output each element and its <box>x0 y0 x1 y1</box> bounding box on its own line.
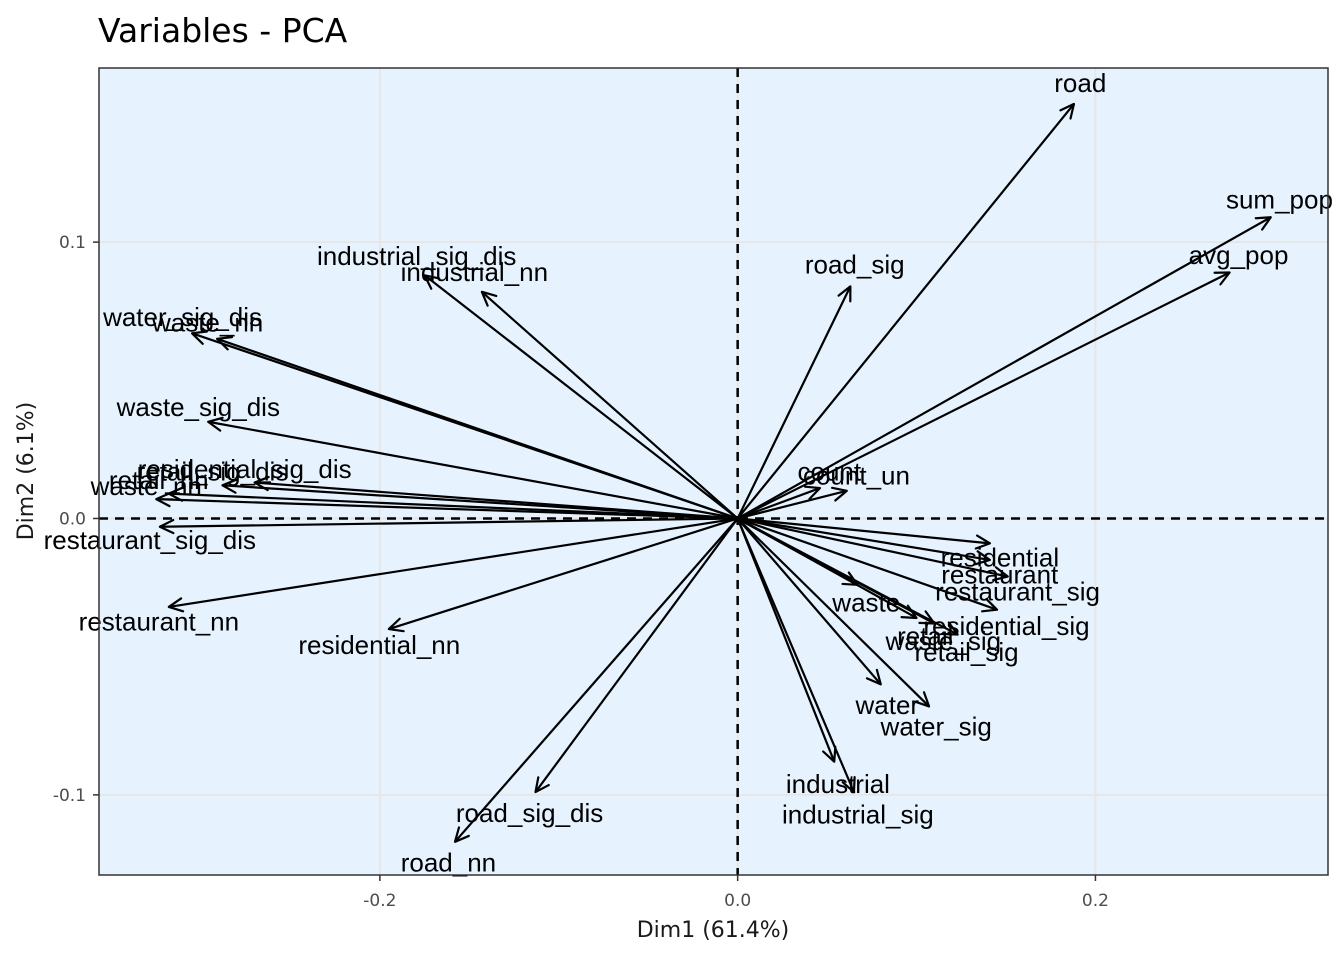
arrow-restaurant <box>737 517 991 566</box>
y-axis-ticks: -0.1 0.0 0.1 <box>53 233 99 806</box>
label-industrial-sig: industrial_sig <box>782 799 934 829</box>
label-restaurant: restaurant <box>941 560 1059 590</box>
label-restaurant-sig-dis: restaurant_sig_dis <box>44 525 256 555</box>
arrow-road <box>736 102 1076 520</box>
variable-labels: roadsum_popavg_poproad_sigcountcount_unr… <box>44 68 1333 877</box>
label-retail-nn: retail_nn <box>109 465 209 495</box>
arrow-retail-sig <box>737 517 959 636</box>
label-road-sig: road_sig <box>805 249 905 279</box>
label-restaurant-sig: restaurant_sig <box>935 577 1100 607</box>
x-tick-label: 0.0 <box>724 891 751 911</box>
label-industrial-sig-dis: industrial_sig_dis <box>317 241 516 271</box>
label-waste-sig-dis: waste_sig_dis <box>116 392 280 422</box>
arrow-waste-sig-dis <box>207 416 738 520</box>
arrow-water-sig <box>736 517 931 708</box>
x-axis-title: Dim1 (61.4%) <box>637 918 790 943</box>
x-axis-ticks: -0.2 0.0 0.2 <box>363 875 1109 911</box>
label-sum-pop: sum_pop <box>1226 184 1333 214</box>
arrow-water <box>736 517 882 686</box>
arrow-waste-nn <box>215 335 739 520</box>
plot-border <box>98 67 1329 876</box>
x-tick-label: 0.2 <box>1082 891 1109 911</box>
arrow-restaurant-nn <box>167 517 738 613</box>
label-water-sig-dis: water_sig_dis <box>102 302 262 332</box>
label-retail: retail <box>897 621 953 651</box>
arrow-road-sig <box>736 285 852 519</box>
label-road-sig-dis: road_sig_dis <box>456 798 603 828</box>
label-road-nn: road_nn <box>401 847 496 877</box>
arrow-industrial-sig-dis <box>423 274 739 520</box>
label-road: road <box>1054 68 1106 98</box>
label-avg-pop: avg_pop <box>1189 240 1289 270</box>
variable-arrows <box>155 102 1272 843</box>
label-waste-nn: waste_nn <box>90 471 202 501</box>
x-tick-label: -0.2 <box>363 891 396 911</box>
arrow-count <box>737 485 822 520</box>
label-waste-nn: waste_nn <box>151 308 263 338</box>
label-waste-sig: waste_sig <box>884 626 1001 656</box>
arrow-avg-pop <box>737 271 1231 520</box>
label-industrial: industrial <box>786 769 890 799</box>
label-residential-sig-dis: residential_sig_dis <box>138 454 352 484</box>
arrow-waste-nn <box>155 491 738 520</box>
plot-panel <box>99 68 1328 875</box>
label-retail-sig: retail_sig <box>915 637 1019 667</box>
arrow-road-sig-dis <box>534 517 739 794</box>
arrow-residential-sig <box>737 517 999 613</box>
arrow-count-un <box>737 486 848 520</box>
arrow-sum-pop <box>737 216 1272 520</box>
y-tick-label: 0.1 <box>59 233 86 253</box>
label-residential-nn: residential_nn <box>298 630 460 660</box>
arrow-restaurant-sig-dis <box>158 517 738 535</box>
label-count-un: count_un <box>803 460 910 490</box>
arrow-residential-nn <box>387 517 738 633</box>
label-waste: waste <box>831 588 900 618</box>
y-axis-title: Dim2 (6.1%) <box>14 402 39 541</box>
y-tick-label: -0.1 <box>53 786 86 806</box>
arrow-retail-sig-dis <box>221 478 738 520</box>
chart-title: Variables - PCA <box>98 11 348 50</box>
arrow-road-nn <box>453 517 739 843</box>
label-industrial-nn: industrial_nn <box>401 257 548 287</box>
label-residential-sig: residential_sig <box>923 611 1089 641</box>
label-residential: residential <box>941 542 1060 572</box>
arrow-residential <box>737 517 991 550</box>
label-restaurant-nn: restaurant_nn <box>79 606 239 636</box>
arrow-restaurant-sig <box>737 517 1009 582</box>
label-retail-sig-dis: retail_sig_dis <box>137 457 289 487</box>
arrow-industrial-nn <box>480 290 739 520</box>
arrow-industrial-sig <box>736 518 856 794</box>
label-water-sig: water_sig <box>880 711 992 741</box>
label-count: count <box>798 457 862 487</box>
y-tick-label: 0.0 <box>59 509 86 529</box>
label-water: water <box>855 690 920 720</box>
